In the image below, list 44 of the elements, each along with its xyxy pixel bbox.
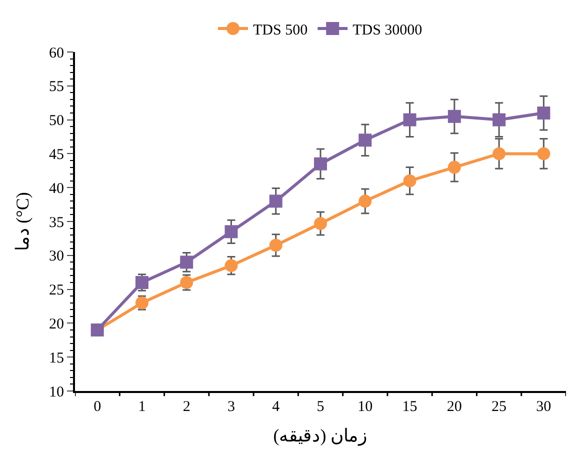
x-tick-label: 20 — [446, 399, 462, 415]
x-tick-label: 10 — [358, 399, 373, 415]
y-tick-label: 60 — [49, 45, 64, 62]
point — [358, 194, 372, 208]
y-tick-label: 20 — [49, 316, 64, 332]
point — [448, 160, 461, 174]
x-tick-label: 3 — [227, 399, 235, 415]
point — [492, 113, 506, 126]
point — [269, 194, 282, 208]
point — [358, 134, 372, 147]
y-tick-label: 30 — [49, 248, 64, 265]
x-tick-label: 30 — [536, 399, 552, 415]
y-tick-label: 45 — [49, 146, 64, 163]
point — [269, 238, 282, 252]
x-tick-label: 5 — [316, 399, 324, 415]
y-tick-label: 15 — [49, 350, 64, 366]
legend-label: TDS 500 — [253, 22, 308, 38]
point — [314, 217, 327, 230]
legend-label: TDS 30000 — [352, 22, 422, 38]
x-tick-label: 1 — [138, 399, 146, 415]
y-tick-label: 55 — [49, 79, 64, 96]
point — [448, 110, 461, 123]
point — [537, 106, 550, 120]
point — [403, 113, 416, 126]
point — [537, 147, 550, 160]
point — [135, 276, 148, 290]
x-tick-label: 4 — [272, 399, 280, 415]
point — [403, 174, 416, 188]
y-axis-title: دما (°C) — [12, 192, 33, 251]
y-tick-label: 10 — [49, 384, 64, 400]
point — [492, 147, 506, 160]
x-tick-label: 15 — [402, 399, 418, 415]
point — [314, 157, 327, 170]
x-tick-label: 25 — [492, 399, 507, 415]
x-tick-label: 0 — [94, 399, 102, 415]
y-tick-label: 35 — [49, 214, 64, 231]
point — [224, 225, 238, 238]
point — [180, 256, 194, 269]
y-tick-label: 25 — [49, 282, 64, 299]
x-axis-title: زمان (دقیقه) — [273, 426, 368, 447]
point — [224, 259, 238, 272]
y-tick-label: 40 — [49, 180, 64, 197]
y-tick-label: 50 — [49, 113, 64, 130]
x-tick-label: 2 — [182, 399, 190, 415]
